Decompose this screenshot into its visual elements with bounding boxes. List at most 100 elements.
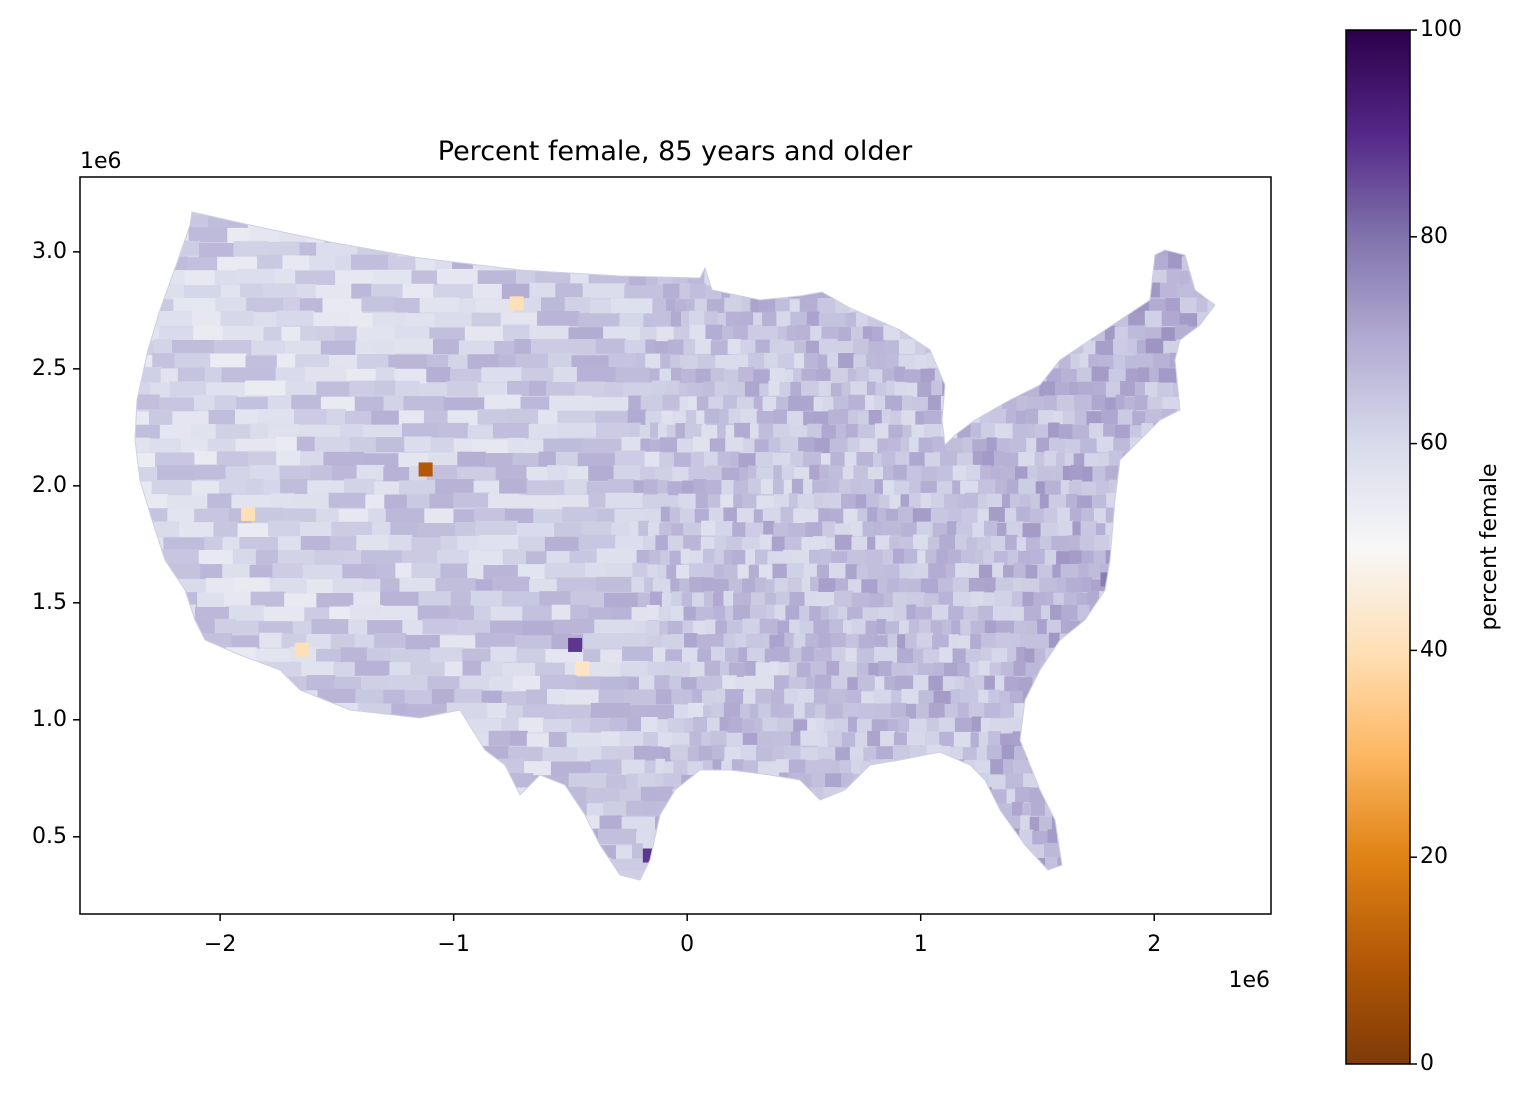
county-tile	[296, 436, 316, 452]
county-tile	[695, 338, 712, 354]
county-tile	[782, 549, 794, 565]
county-tile	[743, 675, 763, 691]
county-tile	[1024, 648, 1036, 664]
county-tile	[135, 732, 156, 748]
county-tile	[651, 380, 667, 396]
county-tile	[1204, 689, 1215, 705]
county-tile	[1088, 354, 1100, 370]
county-tile	[263, 606, 306, 622]
county-tile	[1052, 718, 1071, 734]
county-tile	[407, 215, 431, 231]
county-tile	[154, 885, 192, 900]
county-tile	[732, 214, 749, 230]
county-tile	[850, 829, 863, 845]
county-tile	[915, 775, 930, 791]
county-tile	[672, 789, 688, 805]
county-tile	[424, 508, 455, 524]
county-tile	[805, 214, 822, 230]
county-tile	[495, 464, 528, 480]
county-tile	[1031, 214, 1043, 230]
county-tile	[898, 339, 917, 355]
county-tile	[1082, 716, 1094, 732]
county-tile	[663, 773, 683, 789]
county-tile	[1166, 268, 1180, 284]
county-tile	[882, 368, 896, 384]
county-tile	[1040, 339, 1055, 355]
county-tile	[221, 760, 242, 776]
county-tile	[1219, 213, 1235, 228]
county-tile	[1172, 746, 1188, 762]
county-tile	[863, 747, 878, 763]
county-tile	[1079, 353, 1090, 369]
county-tile	[747, 215, 766, 231]
county-tile	[1219, 704, 1233, 719]
county-tile	[1219, 773, 1236, 788]
county-tile	[1209, 845, 1215, 861]
county-tile	[988, 689, 1000, 705]
county-tile	[1134, 283, 1146, 299]
county-tile	[826, 660, 841, 676]
county-tile	[978, 605, 994, 621]
county-tile	[221, 845, 240, 861]
county-tile	[964, 871, 975, 880]
county-tile	[913, 257, 931, 273]
county-tile	[1208, 705, 1215, 721]
county-tile	[1181, 256, 1200, 272]
county-tile	[471, 439, 509, 455]
county-tile	[586, 803, 605, 819]
county-tile	[937, 354, 947, 370]
county-tile	[932, 436, 948, 452]
county-tile	[994, 590, 1013, 606]
county-tile	[952, 592, 972, 608]
county-tile	[429, 327, 466, 343]
county-tile	[1167, 466, 1185, 482]
county-tile	[1197, 773, 1211, 789]
county-tile	[1161, 576, 1176, 592]
county-tile	[1025, 717, 1040, 733]
county-tile	[823, 787, 838, 803]
county-tile	[494, 340, 516, 356]
county-tile	[887, 578, 900, 594]
county-tile	[432, 339, 460, 355]
county-tile	[482, 241, 508, 257]
county-tile	[1194, 717, 1208, 733]
county-tile	[819, 758, 833, 774]
county-tile	[783, 845, 797, 861]
county-tile	[773, 522, 790, 538]
county-tile	[253, 816, 296, 832]
county-tile	[450, 368, 483, 384]
county-tile	[777, 254, 796, 270]
county-tile	[542, 747, 579, 763]
county-tile	[806, 829, 825, 845]
county-tile	[861, 831, 880, 847]
county-tile	[1208, 871, 1215, 880]
county-tile	[251, 340, 286, 356]
county-tile	[764, 352, 779, 368]
county-tile	[693, 800, 703, 816]
county-tile	[842, 467, 855, 483]
county-tile	[973, 871, 984, 880]
county-tile	[155, 579, 178, 595]
county-tile	[683, 535, 702, 551]
county-tile	[404, 436, 432, 452]
county-tile	[741, 493, 758, 509]
county-tile	[1106, 297, 1117, 313]
county-tile	[632, 621, 647, 637]
county-tile	[1080, 438, 1098, 454]
county-tile	[633, 229, 644, 245]
county-tile	[375, 367, 396, 383]
county-tile	[642, 227, 652, 243]
county-tile	[317, 688, 357, 704]
county-tile	[771, 536, 786, 552]
county-tile	[148, 409, 174, 425]
county-tile	[276, 310, 315, 326]
county-tile	[817, 732, 829, 748]
county-tile	[550, 761, 592, 777]
county-tile	[986, 296, 1000, 312]
county-tile	[1155, 873, 1172, 880]
county-tile	[1012, 423, 1028, 439]
county-tile	[723, 590, 735, 606]
county-tile	[697, 355, 717, 371]
county-tile	[1211, 647, 1215, 663]
county-tile	[1144, 548, 1154, 564]
